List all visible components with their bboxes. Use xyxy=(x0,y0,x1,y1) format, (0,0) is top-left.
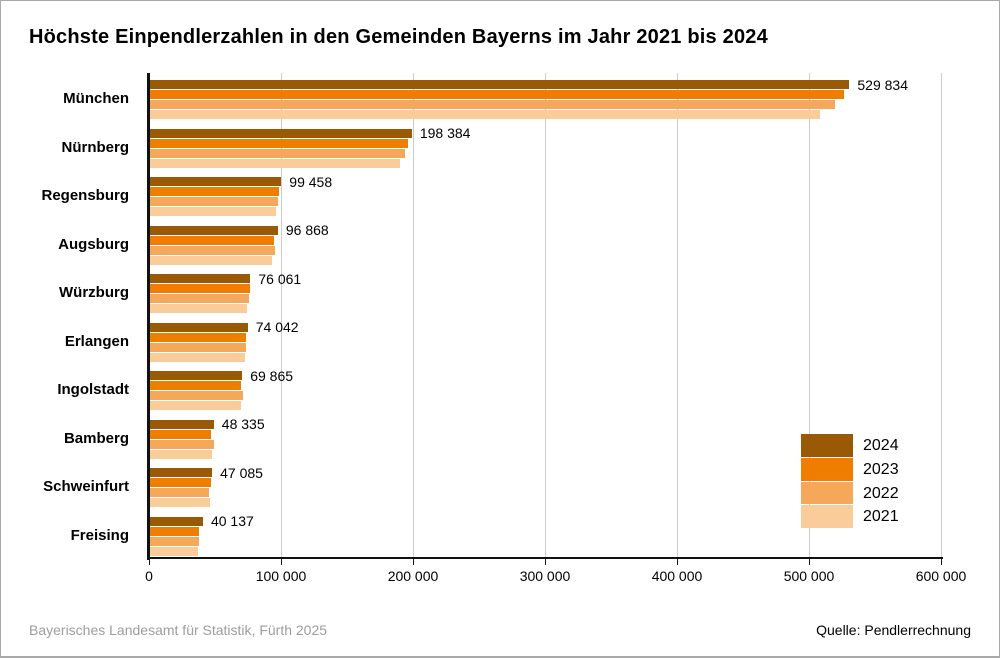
x-axis xyxy=(147,557,943,559)
bar-regensburg-2023 xyxy=(150,187,279,196)
bar-nürnberg-2021 xyxy=(150,158,401,168)
gridline xyxy=(677,73,678,558)
bar-regensburg-2024 xyxy=(150,177,282,186)
legend-swatch-2023 xyxy=(801,457,853,481)
x-tick-label: 300 000 xyxy=(519,568,571,584)
gridline xyxy=(413,73,414,558)
value-label: 47 085 xyxy=(220,464,263,481)
bar-nürnberg-2022 xyxy=(150,148,405,158)
bar-freising-2024 xyxy=(150,516,203,526)
value-label: 529 834 xyxy=(857,76,908,93)
bar-würzburg-2021 xyxy=(150,304,247,313)
bar-augsburg-2021 xyxy=(150,255,272,265)
bar-schweinfurt-2023 xyxy=(150,478,211,487)
category-label: Nürnberg xyxy=(61,138,130,156)
bar-ingolstadt-2021 xyxy=(150,401,242,410)
chart-title: Höchste Einpendlerzahlen in den Gemeinde… xyxy=(29,26,768,48)
x-tick xyxy=(148,559,150,565)
bar-bamberg-2022 xyxy=(150,439,214,449)
bar-würzburg-2023 xyxy=(150,284,250,293)
x-tick xyxy=(940,559,942,565)
bar-bamberg-2021 xyxy=(150,449,213,459)
bar-schweinfurt-2021 xyxy=(150,498,211,507)
bar-freising-2023 xyxy=(150,526,199,536)
bar-nürnberg-2024 xyxy=(150,128,412,138)
legend-label-2021: 2021 xyxy=(863,508,899,526)
x-tick xyxy=(544,559,546,565)
bar-regensburg-2021 xyxy=(150,207,276,216)
bar-augsburg-2022 xyxy=(150,245,275,255)
value-label: 198 384 xyxy=(419,125,471,141)
value-label: 99 458 xyxy=(289,173,333,190)
legend-label-2023: 2023 xyxy=(863,460,899,478)
category-label: Regensburg xyxy=(41,187,129,204)
x-tick-label: 600 000 xyxy=(915,568,967,584)
bar-schweinfurt-2024 xyxy=(150,468,213,477)
x-tick-label: 200 000 xyxy=(387,568,439,584)
footer-publisher: Bayerisches Landesamt für Statistik, Für… xyxy=(29,622,328,638)
bar-freising-2021 xyxy=(150,546,199,556)
category-label: Erlangen xyxy=(64,332,129,350)
x-tick xyxy=(676,559,678,565)
bar-münchen-2021 xyxy=(150,110,821,119)
bar-ingolstadt-2024 xyxy=(150,371,243,380)
category-label: Augsburg xyxy=(58,235,129,253)
bar-augsburg-2024 xyxy=(150,225,278,235)
legend-swatch-2022 xyxy=(801,481,853,505)
footer-source: Quelle: Pendlerrechnung xyxy=(816,622,971,638)
bar-münchen-2022 xyxy=(150,100,836,109)
gridline xyxy=(809,73,810,558)
bar-nürnberg-2023 xyxy=(150,138,409,148)
bar-erlangen-2021 xyxy=(150,352,245,362)
x-tick-label: 400 000 xyxy=(651,568,703,584)
bar-erlangen-2022 xyxy=(150,342,247,352)
value-label: 76 061 xyxy=(258,270,302,287)
legend-label-2024: 2024 xyxy=(863,437,899,454)
x-tick-label: 100 000 xyxy=(255,568,307,584)
bar-freising-2022 xyxy=(150,536,200,546)
bar-augsburg-2023 xyxy=(150,235,275,245)
bar-bamberg-2023 xyxy=(150,429,212,439)
x-tick-label: 0 xyxy=(145,568,153,584)
bar-ingolstadt-2023 xyxy=(150,381,242,390)
bar-erlangen-2024 xyxy=(150,322,248,332)
bar-würzburg-2024 xyxy=(150,274,251,283)
category-label: Ingolstadt xyxy=(57,381,129,398)
gridline xyxy=(941,73,942,558)
bar-münchen-2024 xyxy=(150,80,850,89)
bar-ingolstadt-2022 xyxy=(150,391,244,400)
legend-label-2022: 2022 xyxy=(863,484,899,502)
x-tick-label: 500 000 xyxy=(783,568,835,584)
category-label: Würzburg xyxy=(59,284,129,301)
y-axis xyxy=(147,73,150,560)
gridline xyxy=(281,73,282,558)
bar-schweinfurt-2022 xyxy=(150,488,210,497)
category-label: Bamberg xyxy=(63,429,129,447)
bar-würzburg-2022 xyxy=(150,294,250,303)
category-label: Schweinfurt xyxy=(43,478,129,495)
bar-bamberg-2024 xyxy=(150,419,214,429)
bar-münchen-2023 xyxy=(150,90,845,99)
x-tick xyxy=(808,559,810,565)
bar-erlangen-2023 xyxy=(150,332,246,342)
bar-regensburg-2022 xyxy=(150,197,279,206)
category-label: Freising xyxy=(70,526,129,544)
value-label: 69 865 xyxy=(250,367,294,384)
x-tick xyxy=(280,559,282,565)
value-label: 40 137 xyxy=(210,513,254,529)
value-label: 48 335 xyxy=(221,416,265,432)
x-tick xyxy=(412,559,414,565)
legend-swatch-2021 xyxy=(801,505,853,528)
legend-swatch-2024 xyxy=(801,434,853,457)
gridline xyxy=(545,73,546,558)
value-label: 74 042 xyxy=(255,319,299,335)
value-label: 96 868 xyxy=(285,222,329,238)
category-label: München xyxy=(63,90,129,107)
